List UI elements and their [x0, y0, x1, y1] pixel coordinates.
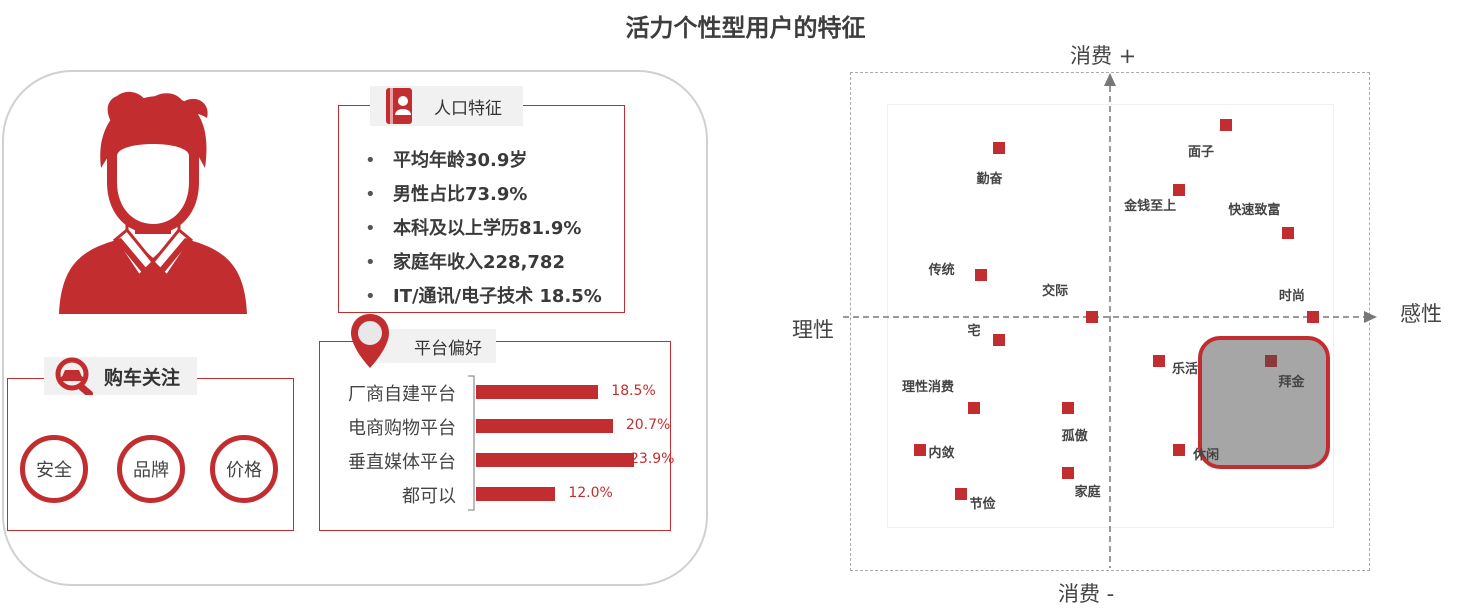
demographic-item: • 男性占比73.9% [365, 184, 528, 205]
scatter-point [992, 334, 1005, 347]
platform-tab: 平台偏好 [370, 329, 496, 363]
scatter-point [1173, 184, 1186, 197]
scatter-point-label: 理性消费 [901, 379, 954, 395]
focus-brand: 品牌 [117, 435, 185, 503]
platform-value-label: 18.5% [611, 383, 656, 399]
scatter-point-label: 乐活 [1172, 362, 1199, 378]
scatter-point-label: 内敛 [928, 445, 955, 461]
platform-category-label: 电商购物平台 [348, 418, 456, 439]
persona-panel [2, 70, 708, 586]
scatter-point [992, 142, 1005, 155]
quadrant-outer-frame [850, 72, 1370, 571]
location-pin-icon [351, 314, 389, 368]
platform-value-label: 23.9% [630, 451, 675, 467]
scatter-point [1153, 355, 1166, 368]
scatter-point [1173, 443, 1186, 456]
scatter-point [1264, 355, 1277, 368]
focus-safety: 安全 [20, 435, 88, 503]
platform-bar [476, 385, 599, 399]
focus-price: 价格 [210, 435, 278, 503]
scatter-point [967, 401, 980, 414]
scatter-point-label: 金钱至上 [1124, 199, 1177, 215]
y-axis-positive-label: 消费 + [1070, 44, 1137, 68]
x-axis-positive-label: 感性 [1400, 302, 1442, 326]
platform-category-label: 垂直媒体平台 [348, 452, 456, 473]
scatter-point-label: 家庭 [1074, 485, 1101, 501]
scatter-point [974, 268, 987, 281]
platform-value-label: 20.7% [625, 417, 671, 433]
car-focus-tab-label: 购车关注 [104, 366, 181, 389]
scatter-point-label: 勤奋 [976, 172, 1003, 188]
platform-bar [476, 487, 556, 501]
platform-bar [476, 419, 613, 433]
x-axis-negative-label: 理性 [792, 318, 834, 342]
demographics-tab: 人口特征 [370, 86, 523, 126]
y-axis-negative-label: 消费 - [1058, 582, 1115, 606]
scatter-point-label: 交际 [1042, 284, 1069, 299]
platform-bar [476, 453, 634, 467]
magnifier-car-icon [55, 357, 94, 395]
platform-category-label: 都可以 [402, 486, 456, 507]
scatter-point-label: 快速致富 [1228, 202, 1281, 218]
scatter-point [1306, 311, 1319, 323]
highlight-zone [1198, 336, 1330, 469]
platform-axis [468, 375, 475, 511]
demographics-tab-label: 人口特征 [434, 98, 502, 119]
scatter-point [1282, 226, 1295, 239]
scatter-point-label: 休闲 [1193, 447, 1220, 463]
scatter-point [1061, 467, 1074, 480]
demographic-item: • 本科及以上学历81.9% [365, 218, 582, 239]
demographic-item: • 家庭年收入228,782 [365, 252, 565, 273]
scatter-point [954, 488, 967, 501]
car-focus-tab: 购车关注 [44, 357, 197, 395]
demographic-item: • IT/通讯/电子技术 18.5% [365, 286, 602, 307]
scatter-point [914, 443, 927, 456]
scatter-point [1061, 401, 1074, 414]
scatter-point [1086, 311, 1099, 323]
scatter-point-label: 面子 [1187, 144, 1214, 160]
scatter-point-label: 孤傲 [1061, 428, 1088, 444]
contact-book-icon [386, 88, 412, 124]
scatter-point [1219, 118, 1232, 131]
platform-tab-label: 平台偏好 [414, 338, 482, 359]
demographic-item: • 平均年龄30.9岁 [365, 150, 528, 171]
scatter-point-label: 节俭 [969, 497, 996, 513]
page-title: 活力个性型用户的特征 [625, 14, 866, 42]
scatter-point-label: 传统 [928, 262, 955, 278]
scatter-point-label: 宅 [967, 324, 981, 340]
scatter-point-label: 时尚 [1278, 289, 1305, 304]
platform-category-label: 厂商自建平台 [348, 384, 456, 405]
scatter-point-label: 拜金 [1278, 375, 1305, 391]
platform-value-label: 12.0% [568, 485, 613, 501]
avatar-icon [59, 91, 247, 314]
